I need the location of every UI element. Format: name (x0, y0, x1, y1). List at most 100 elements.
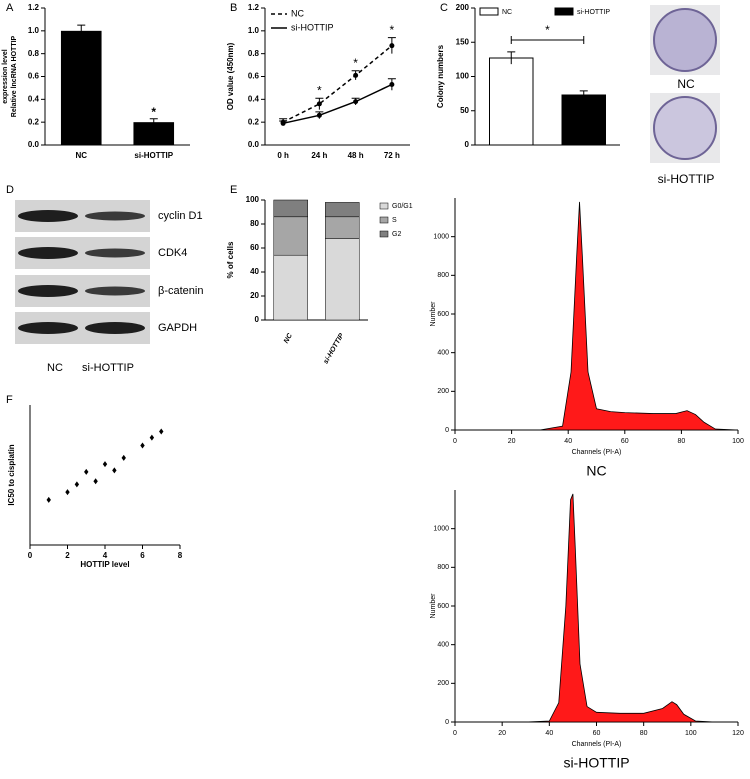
y-axis-label: IC50 to cisplatin (7, 444, 16, 505)
y-axis-label: % of cells (226, 241, 235, 278)
annotation: * (390, 23, 395, 37)
band-label: GAPDH (158, 322, 197, 334)
y-axis-label: Colony numbers (436, 44, 445, 108)
y-tick-label: 0.6 (248, 72, 260, 81)
line (282, 45, 393, 123)
legend-swatch (379, 202, 389, 210)
y-tick-label: 60 (250, 243, 259, 252)
error-bar (507, 51, 516, 65)
point (121, 454, 126, 461)
axis-line (29, 405, 180, 546)
x-tick-label: 6 (140, 551, 145, 560)
y-tick-label: 200 (456, 3, 470, 12)
point (149, 434, 155, 441)
axis-line (454, 198, 738, 431)
x-tick-label: 120 (732, 730, 744, 737)
chart-caption: NC (586, 463, 606, 479)
y-axis-label: Relative lncRNA HOTTIP (11, 35, 18, 117)
y-tick-label: 20 (250, 291, 259, 300)
legend-label: NC (291, 8, 304, 18)
x-tick-label: 100 (732, 438, 744, 445)
x-tick-label: 40 (564, 438, 572, 445)
panel-label: E (230, 184, 237, 196)
y-tick-label: 400 (437, 642, 449, 649)
error-bar (149, 118, 158, 126)
axis-line (454, 490, 738, 723)
x-tick-label: 2 (65, 551, 70, 560)
y-tick-label: 0.4 (28, 94, 40, 103)
panel-label: A (6, 2, 14, 14)
x-tick-label: 40 (545, 730, 553, 737)
histogram-area (525, 493, 715, 723)
point (112, 467, 117, 474)
x-tick-label: 48 h (348, 151, 364, 160)
x-tick-label: 20 (508, 438, 516, 445)
annotation: * (317, 83, 322, 97)
y-tick-label: 600 (437, 603, 449, 610)
error-bar (315, 111, 324, 119)
y-tick-label: 40 (250, 267, 259, 276)
point (102, 461, 108, 468)
legend-swatch (479, 7, 499, 16)
x-tick-label: 100 (685, 730, 697, 737)
legend-label: G0/G1 (392, 203, 413, 210)
legend-swatch (554, 7, 574, 16)
y-tick-label: 1.2 (28, 3, 40, 12)
y-tick-label: 1000 (433, 526, 449, 533)
x-tick-label: 0 (453, 730, 457, 737)
annotation: * (545, 23, 550, 37)
y-tick-label: 0 (445, 427, 449, 434)
y-tick-label: 1.0 (248, 26, 260, 35)
x-tick-label: 80 (678, 438, 686, 445)
y-tick-label: 150 (456, 37, 470, 46)
y-tick-label: 100 (246, 195, 260, 204)
legend-label: NC (502, 9, 512, 16)
legend-swatch (379, 216, 389, 224)
y-axis-label: OD value (450nm) (226, 42, 235, 110)
x-tick-label: 0 (28, 551, 33, 560)
point (159, 428, 164, 435)
photo-label: NC (677, 77, 695, 91)
photo-label: si-HOTTIP (658, 172, 715, 186)
y-tick-label: 200 (437, 388, 449, 395)
y-tick-label: 0 (465, 140, 470, 149)
bar-segment (325, 238, 360, 321)
y-tick-label: 200 (437, 680, 449, 687)
significance-bracket (510, 36, 585, 44)
y-axis-label: Number (430, 593, 437, 619)
point (74, 481, 80, 488)
x-tick-label: 4 (103, 551, 108, 560)
point (84, 468, 89, 475)
bar-segment (273, 216, 308, 256)
x-axis-label: Channels (PI-A) (572, 449, 622, 456)
band-label: β-catenin (158, 285, 203, 297)
x-tick-label: si-HOTTIP (134, 151, 173, 160)
point (65, 489, 70, 496)
x-tick-label: 72 h (384, 151, 400, 160)
point (46, 496, 51, 503)
lane-label: NC (47, 362, 63, 374)
y-tick-label: 0.0 (28, 140, 40, 149)
x-tick-label: 60 (621, 438, 629, 445)
error-bar (579, 90, 588, 100)
x-tick-label: 0 (453, 438, 457, 445)
x-tick-label: si-HOTTIP (323, 332, 346, 365)
y-tick-label: 0.2 (28, 117, 40, 126)
y-tick-label: 0 (255, 315, 260, 324)
x-tick-label: 60 (593, 730, 601, 737)
x-tick-label: NC (283, 332, 295, 345)
x-tick-label: 24 h (311, 151, 327, 160)
bar-segment (325, 202, 360, 218)
x-axis-label: HOTTIP level (80, 560, 129, 569)
error-bar (279, 120, 288, 126)
blot-band (85, 248, 145, 258)
bar (60, 30, 102, 145)
point (140, 442, 145, 449)
panel-label: B (230, 2, 237, 14)
band-label: CDK4 (158, 247, 187, 259)
panel-label: D (6, 184, 14, 196)
legend-label: si-HOTTIP (291, 22, 334, 32)
x-tick-label: 20 (498, 730, 506, 737)
bar-segment (273, 254, 308, 321)
